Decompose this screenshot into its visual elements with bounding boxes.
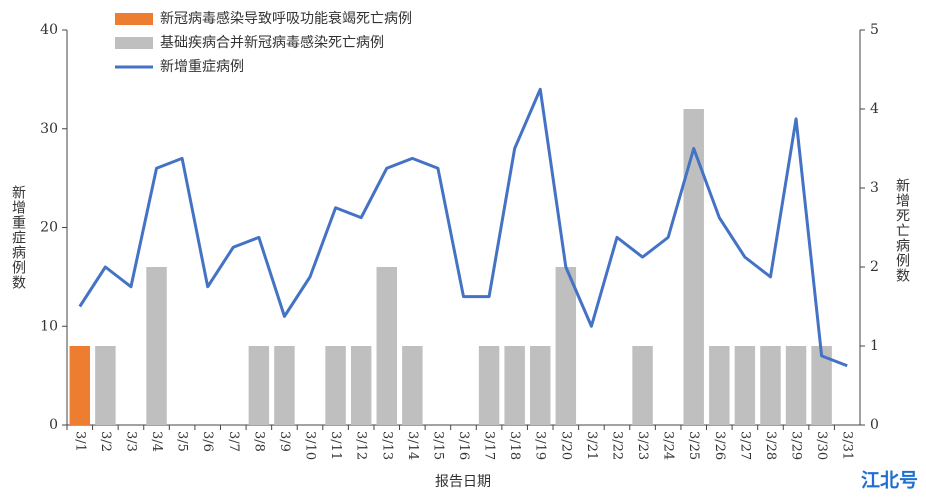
bar [811, 346, 832, 425]
bar [683, 109, 704, 425]
y-axis-label: 新增重症病例数 [10, 185, 26, 290]
y-tick-label: 0 [49, 417, 58, 433]
x-tick-label: 3/8 [251, 431, 266, 452]
x-axis-label: 报告日期 [435, 474, 491, 490]
x-tick-label: 3/31 [840, 431, 855, 460]
x-tick-label: 3/5 [175, 431, 190, 452]
y2-tick-label: 0 [870, 417, 879, 433]
watermark: 江北号 [861, 470, 918, 492]
x-tick-label: 3/27 [737, 431, 752, 460]
bar [734, 346, 756, 425]
x-tick-label: 3/23 [635, 431, 650, 460]
line [78, 87, 848, 368]
bar [530, 346, 551, 425]
legend-label: 新增重症病例 [160, 59, 244, 75]
x-tick-label: 3/6 [200, 431, 215, 452]
x-tick-label: 3/24 [661, 431, 676, 460]
x-tick-label: 3/26 [712, 431, 727, 460]
y2-tick-label: 4 [870, 101, 879, 117]
bar [478, 346, 500, 425]
y-tick-label: 20 [40, 220, 58, 236]
x-tick-label: 3/1 [72, 431, 87, 452]
y-tick-label: 30 [40, 121, 58, 137]
y2-tick-label: 2 [870, 259, 879, 275]
y2-tick-label: 3 [870, 180, 879, 196]
bar [350, 346, 372, 425]
bar [760, 346, 781, 425]
bar [504, 346, 525, 425]
x-tick-label: 3/14 [405, 431, 420, 460]
legend-swatch [115, 13, 153, 25]
x-tick-label: 3/12 [354, 431, 369, 460]
x-tick-label: 3/13 [379, 431, 394, 460]
x-tick-label: 3/22 [609, 431, 624, 460]
y-tick-label: 10 [40, 318, 58, 334]
y2-tick-label: 5 [870, 22, 879, 38]
bar [376, 267, 397, 425]
x-tick-label: 3/19 [533, 431, 548, 460]
bar [274, 346, 295, 425]
x-tick-label: 3/2 [98, 431, 113, 452]
x-tick-label: 3/7 [226, 431, 241, 452]
y2-axis-label: 新增死亡病例数 [894, 178, 910, 283]
legend-label: 新冠病毒感染导致呼吸功能衰竭死亡病例 [160, 10, 412, 27]
x-tick-label: 3/28 [763, 431, 778, 460]
bar [785, 346, 807, 425]
bar [248, 346, 270, 425]
bar [146, 267, 167, 425]
x-tick-label: 3/17 [482, 431, 497, 460]
x-tick-label: 3/10 [303, 431, 318, 460]
bar [69, 346, 91, 425]
y-tick-label: 40 [40, 22, 58, 38]
x-tick-label: 3/21 [584, 431, 599, 460]
bar [709, 346, 730, 425]
bar [325, 346, 346, 425]
bar [632, 346, 653, 425]
bar [555, 267, 577, 425]
x-tick-label: 3/3 [123, 431, 138, 452]
x-tick-label: 3/20 [558, 431, 573, 460]
x-tick-label: 3/9 [277, 431, 292, 452]
x-tick-label: 3/4 [149, 431, 164, 452]
y2-tick-label: 1 [870, 338, 879, 354]
x-tick-label: 3/11 [328, 431, 343, 460]
x-tick-label: 3/15 [430, 431, 445, 460]
x-tick-label: 3/16 [456, 431, 471, 460]
bar [402, 346, 423, 425]
bar [95, 346, 116, 425]
legend-label: 基础疾病合并新冠病毒感染死亡病例 [160, 34, 384, 51]
x-tick-label: 3/29 [789, 431, 804, 460]
legend-swatch [115, 37, 153, 49]
x-tick-label: 3/30 [814, 431, 829, 460]
x-tick-label: 3/25 [686, 431, 701, 460]
x-tick-label: 3/18 [507, 431, 522, 460]
